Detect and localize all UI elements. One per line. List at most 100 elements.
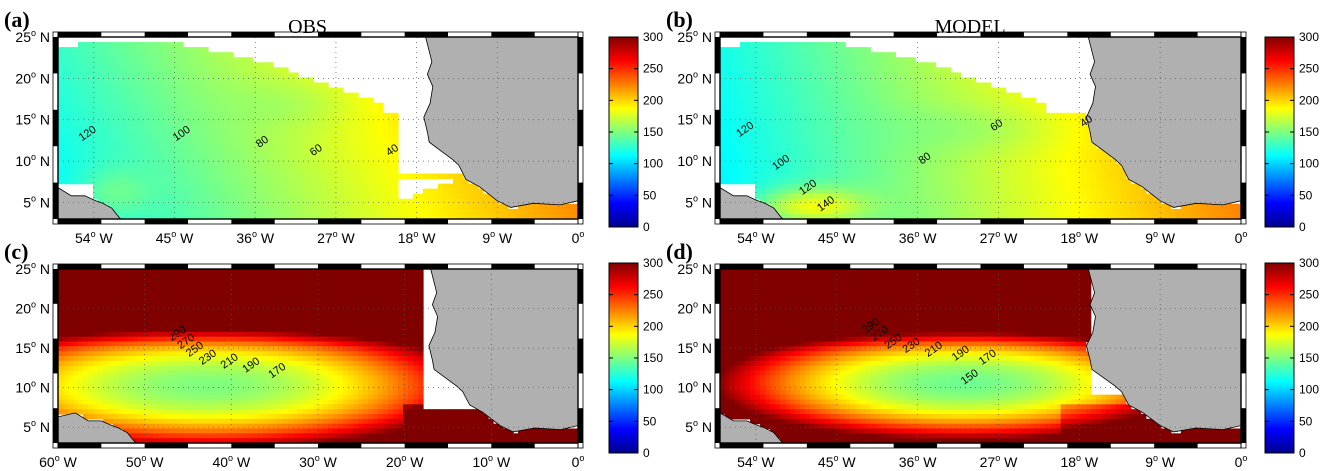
field-cell [800,47,806,53]
field-cell [1195,213,1202,220]
field-cell [178,148,184,154]
field-cell [93,346,99,352]
field-cell [1065,143,1072,149]
field-cell [940,198,947,205]
field-cell [835,67,841,73]
field-cell [148,183,154,190]
field-cell [108,158,114,164]
field-cell [293,72,299,79]
field-cell [318,143,324,149]
field-cell [223,208,229,215]
field-cell [895,143,901,149]
field-cell [760,67,766,73]
field-cell [1030,128,1037,134]
field-cell [428,198,434,205]
field-cell [760,173,766,180]
field-cell [313,148,319,154]
field-cell [73,302,79,309]
field-cell [233,168,239,175]
field-cell [193,82,199,89]
field-cell [850,148,856,154]
field-cell [223,57,229,63]
field-cell [213,163,219,170]
field-cell [478,193,484,200]
field-cell [890,97,896,104]
field-cell [538,203,544,210]
field-cell [1090,193,1097,200]
field-cell [143,193,149,200]
field-cell [68,122,74,129]
field-cell [760,163,766,170]
field-cell [563,208,569,215]
field-cell [353,183,359,190]
field-cell [298,163,304,170]
field-cell [513,208,519,215]
field-cell [313,153,319,159]
field-cell [113,203,119,210]
field-cell [358,117,364,124]
field-cell [63,143,69,149]
field-cell [1005,173,1012,180]
field-cell [745,128,751,134]
field-cell [1105,163,1112,170]
field-cell [870,102,876,109]
field-cell [1060,178,1067,185]
field-cell [333,133,339,139]
field-cell [158,153,164,159]
field-cell [885,62,891,68]
field-cell [1070,193,1077,200]
field-cell [840,158,846,164]
field-cell [348,148,354,154]
field-cell [1080,213,1087,220]
field-cell [123,138,129,144]
field-cell [800,122,806,129]
field-cell [880,128,886,134]
field-cell [975,97,982,104]
field-cell [188,188,194,195]
field-cell [1005,107,1012,114]
field-cell [243,168,249,175]
field-cell [183,188,189,195]
field-cell [760,133,766,139]
field-cell [183,128,189,134]
field-cell [68,52,74,58]
field-cell [113,82,119,89]
field-cell [258,133,264,139]
field-cell [173,208,179,215]
field-cell [795,62,801,68]
field-cell [148,122,154,129]
field-cell [148,133,154,139]
field-cell [343,168,349,175]
field-cell [975,168,982,175]
field-cell [1030,173,1037,180]
field-cell [103,62,109,68]
field-cell [985,158,992,164]
field-cell [785,112,791,119]
field-cell [278,168,284,175]
field-cell [810,203,816,210]
field-cell [1105,203,1112,210]
field-cell [98,385,104,391]
field-cell [980,128,987,134]
field-cell [1050,193,1057,200]
field-cell [780,42,786,48]
field-cell [930,198,937,205]
field-cell [850,107,856,114]
field-cell [73,128,79,134]
field-cell [1075,163,1082,170]
field-cell [83,380,89,386]
field-cell [860,128,866,134]
field-cell [293,203,299,210]
field-cell [313,213,319,220]
field-cell [920,198,926,205]
field-cell [820,188,826,195]
field-cell [108,87,114,94]
field-cell [293,148,299,154]
field-cell [218,57,224,63]
field-cell [93,288,99,294]
field-cell [73,72,79,79]
field-cell [725,57,731,63]
field-cell [860,203,866,210]
field-cell [935,193,942,200]
field-cell [795,77,801,84]
